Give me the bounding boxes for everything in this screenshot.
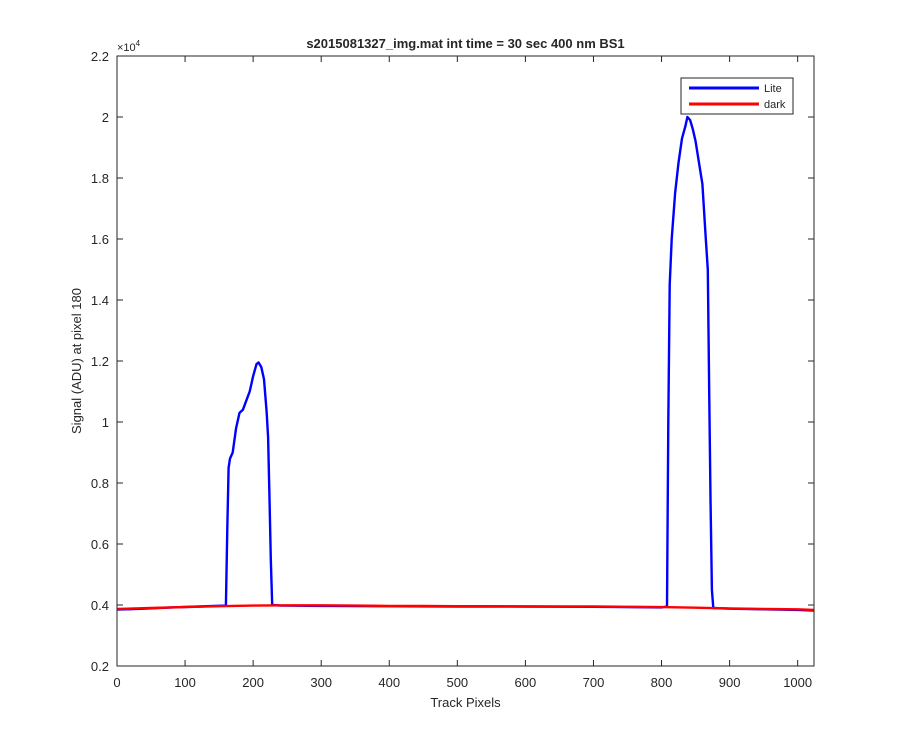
x-axis-label: Track Pixels: [430, 695, 501, 710]
y-tick-label: 2.2: [91, 49, 109, 64]
y-tick-label: 0.2: [91, 659, 109, 674]
x-tick-label: 600: [515, 675, 537, 690]
legend-label-dark: dark: [764, 99, 786, 111]
x-tick-label: 400: [378, 675, 400, 690]
x-tick-label: 200: [242, 675, 264, 690]
x-tick-label: 100: [174, 675, 196, 690]
y-exponent-power: 4: [136, 39, 141, 48]
axes-box: [116, 55, 815, 667]
y-tick-label: 1.4: [91, 293, 109, 308]
y-axis-label: Signal (ADU) at pixel 180: [69, 288, 84, 434]
legend: Lite dark: [680, 77, 794, 115]
legend-label-lite: Lite: [764, 83, 782, 95]
y-tick-label: 0.8: [91, 476, 109, 491]
y-tick-label: 1.8: [91, 171, 109, 186]
y-tick-label: 1.2: [91, 354, 109, 369]
x-tick-label: 0: [113, 675, 120, 690]
x-tick-label: 300: [310, 675, 332, 690]
x-tick-label: 700: [583, 675, 605, 690]
series-layer: [116, 115, 815, 612]
chart-title: s2015081327_img.mat int time = 30 sec 40…: [306, 36, 624, 51]
legend-box: [680, 77, 794, 115]
x-tick-label: 1000: [783, 675, 812, 690]
tick-layer: 0 100 200 300 400 500 600 700 800 900 1000 0.2 0.4 0.…: [91, 49, 814, 690]
y-tick-label: 1.6: [91, 232, 109, 247]
y-tick-label: 0.4: [91, 598, 109, 613]
x-tick-label: 500: [446, 675, 468, 690]
x-tick-label: 900: [719, 675, 741, 690]
y-tick-label: 1: [102, 415, 109, 430]
x-tick-label: 800: [651, 675, 673, 690]
y-tick-label: 0.6: [91, 537, 109, 552]
y-tick-label: 2: [102, 110, 109, 125]
series-line-dark: [116, 604, 815, 612]
y-axis-exponent: ×104: [117, 39, 141, 54]
y-exponent-base: ×10: [117, 42, 136, 54]
